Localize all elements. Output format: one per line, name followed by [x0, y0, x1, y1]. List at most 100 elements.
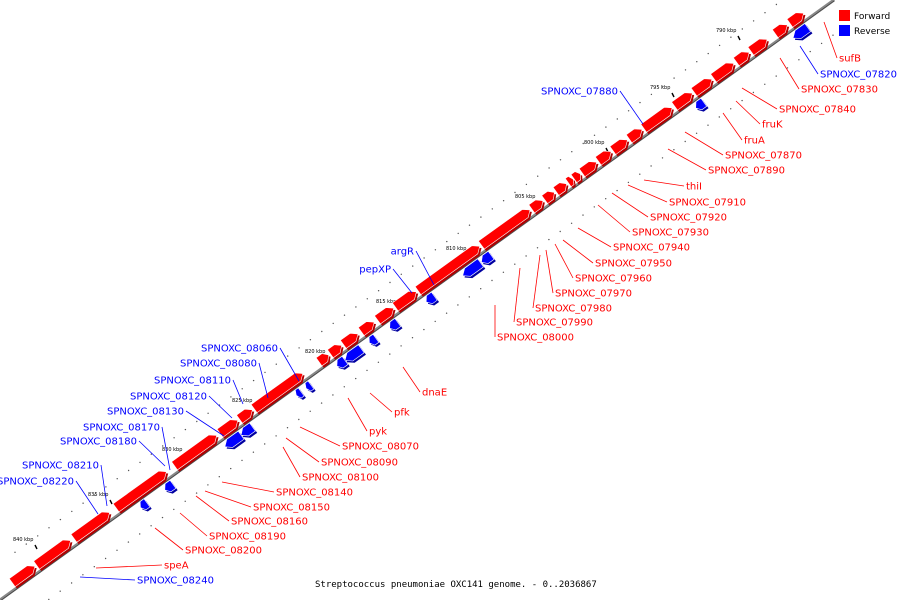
sufb-gene-arrow [786, 12, 804, 28]
spnoxc-07930-leader [597, 204, 631, 233]
spnoxc-07870-gene-arrow [690, 78, 713, 97]
minor-tick [286, 427, 289, 429]
minor-tick [548, 238, 550, 241]
spnoxc-08080-gene-arrow [389, 317, 402, 331]
minor-tick [764, 12, 766, 14]
minor-tick [627, 110, 630, 112]
legend-reverse-swatch [839, 25, 850, 36]
minor-tick [173, 508, 175, 511]
minor-tick [707, 124, 709, 126]
minor-tick [184, 428, 187, 431]
minor-tick [684, 140, 686, 143]
minor-tick [718, 116, 720, 118]
minor-tick [502, 200, 505, 202]
minor-tick [287, 355, 289, 357]
scale-tick-label: 815 kbp [376, 299, 396, 305]
minor-tick [570, 222, 573, 224]
scale-tick-label: 830 kbp [162, 447, 182, 453]
minor-tick [559, 230, 561, 233]
minor-tick [332, 394, 334, 396]
minor-tick [775, 3, 778, 6]
spnoxc-07840-leader [741, 87, 778, 110]
spnoxc-07910-leader [627, 184, 668, 203]
minor-tick [650, 93, 653, 96]
spnoxc-08240-gene-arrow [164, 479, 177, 493]
thii-gene-arrow [640, 106, 673, 133]
spnoxc-08120-leader [208, 395, 233, 419]
spnoxc-07950-leader [562, 239, 594, 264]
spnoxc-08120-label: SPNOXC_08120 [130, 392, 207, 403]
minor-tick [650, 165, 652, 167]
scale-tick-label: 820 kbp [305, 349, 325, 355]
minor-tick [536, 247, 539, 249]
minor-tick [695, 132, 698, 134]
minor-tick [798, 59, 800, 61]
dnae-leader [402, 366, 421, 393]
spnoxc-07870-leader [684, 131, 724, 156]
spnoxc-08070-label: SPNOXC_08070 [342, 442, 419, 453]
minor-tick [139, 533, 141, 535]
minor-tick [309, 410, 311, 412]
minor-tick [491, 279, 493, 282]
minor-tick [514, 191, 516, 194]
pfk-label: pfk [394, 408, 410, 419]
minor-tick [150, 525, 152, 527]
minor-tick [196, 420, 198, 423]
minor-tick [93, 494, 96, 496]
spnoxc-08110-gene-arrow [368, 333, 380, 346]
minor-tick [366, 298, 368, 300]
minor-tick [730, 36, 732, 38]
spnoxc-07960-label: SPNOXC_07960 [575, 274, 652, 285]
spnoxc-08160-leader [195, 495, 230, 522]
minor-tick [298, 418, 300, 421]
minor-tick [446, 240, 448, 243]
minor-tick [332, 322, 334, 325]
minor-tick [230, 396, 232, 398]
spnoxc-08000-label: SPNOXC_08000 [497, 333, 574, 344]
thii-leader [643, 179, 685, 187]
minor-tick [502, 271, 505, 273]
minor-tick [764, 83, 766, 86]
spnoxc-07940-label: SPNOXC_07940 [613, 243, 690, 254]
spnoxc-08110-label: SPNOXC_08110 [154, 376, 231, 387]
minor-tick [241, 459, 243, 462]
legend-reverse-label: Reverse [854, 27, 891, 37]
minor-tick [195, 492, 198, 494]
minor-tick [343, 386, 345, 388]
spnoxc-07960-gene-arrow [564, 176, 575, 188]
pfk-gene-arrow [391, 290, 417, 312]
minor-tick [389, 281, 391, 284]
spnoxc-08140-gene-arrow [315, 353, 330, 367]
legend-forward-swatch [839, 10, 850, 21]
spnoxc-08170-leader [161, 426, 171, 471]
minor-tick [480, 216, 482, 218]
minor-tick [93, 566, 96, 568]
scale-tick-mark [34, 544, 38, 550]
minor-tick [241, 388, 243, 390]
minor-tick [252, 451, 255, 453]
dnae-gene-arrow [414, 245, 481, 296]
minor-tick [14, 551, 16, 553]
minor-tick [627, 181, 630, 184]
spnoxc-07830-leader [779, 57, 800, 90]
spea-gene-arrow [112, 470, 167, 513]
spnoxc-08200-leader [154, 527, 184, 551]
minor-tick [309, 339, 312, 341]
spnoxc-08140-leader [221, 481, 275, 493]
minor-tick [752, 91, 755, 94]
spnoxc-07880-label: SPNOXC_07880 [541, 87, 618, 98]
minor-tick [559, 159, 562, 161]
minor-tick [525, 255, 527, 257]
minor-tick [184, 500, 186, 502]
minor-tick [718, 44, 721, 47]
minor-tick [104, 557, 107, 560]
minor-tick [639, 101, 641, 104]
frua-gene-arrow [710, 62, 735, 83]
spnoxc-07940-gene-arrow [578, 161, 597, 178]
spnoxc-08130-label: SPNOXC_08130 [107, 407, 184, 418]
spnoxc-07920-gene-arrow [609, 139, 628, 155]
minor-tick [320, 402, 323, 404]
spnoxc-08240-label: SPNOXC_08240 [137, 576, 214, 587]
minor-tick [37, 535, 39, 537]
